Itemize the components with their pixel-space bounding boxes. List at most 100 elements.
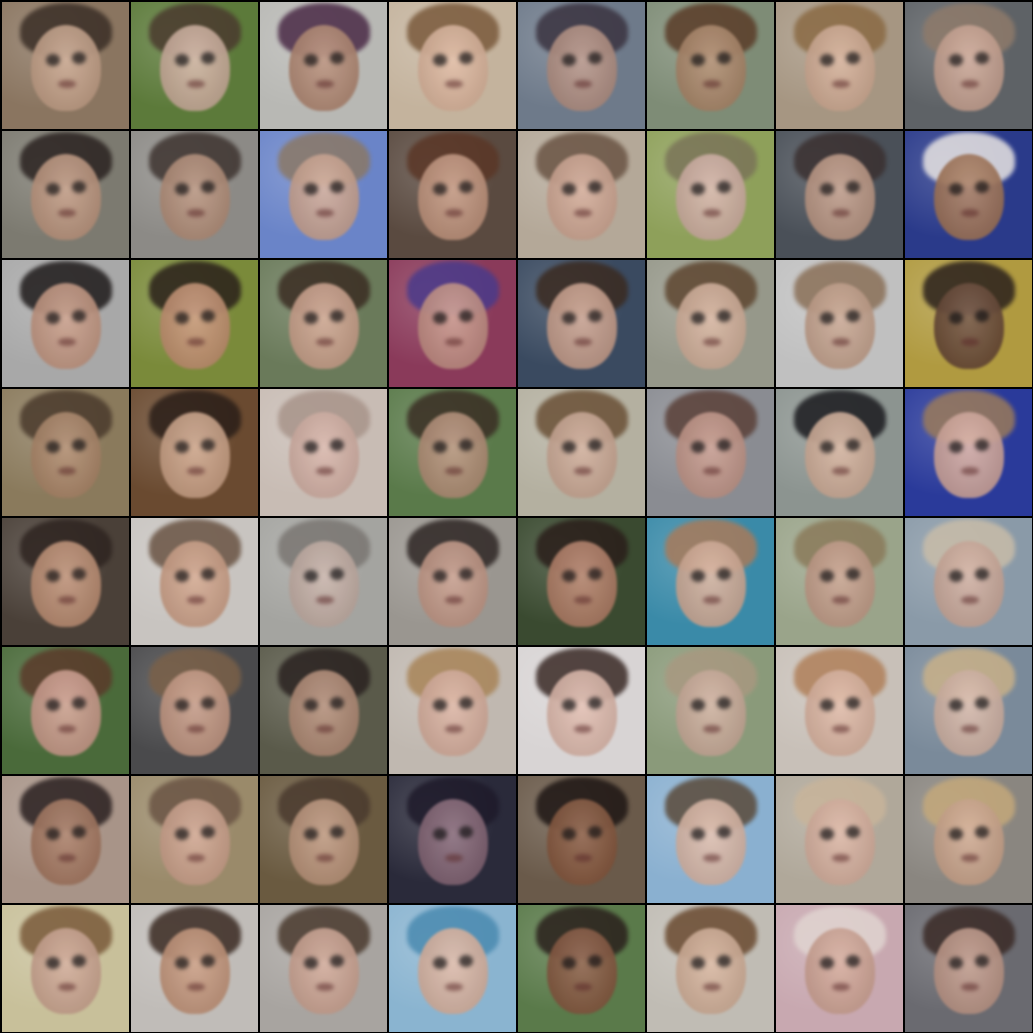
eye-smudge xyxy=(846,52,860,64)
mouth-smudge xyxy=(187,725,205,733)
eye-smudge xyxy=(846,439,860,451)
mouth-smudge xyxy=(961,596,979,604)
face-sample-tile xyxy=(2,776,129,903)
mouth-smudge xyxy=(58,725,76,733)
eye-smudge xyxy=(201,439,215,451)
face-sample-tile xyxy=(2,260,129,387)
face-region xyxy=(933,928,1004,1015)
eye-smudge xyxy=(433,828,447,840)
face-region xyxy=(30,283,101,370)
eye-smudge xyxy=(175,570,189,582)
face-region xyxy=(417,25,488,112)
eye-smudge xyxy=(459,52,473,64)
face-region xyxy=(159,928,230,1015)
eye-smudge xyxy=(820,441,834,453)
mouth-smudge xyxy=(187,338,205,346)
face-sample-tile xyxy=(260,647,387,774)
eye-smudge xyxy=(433,312,447,324)
eye-smudge xyxy=(975,697,989,709)
face-sample-tile xyxy=(647,518,774,645)
face-sample-tile xyxy=(389,647,516,774)
face-sample-tile xyxy=(131,2,258,129)
mouth-smudge xyxy=(187,467,205,475)
face-sample-tile xyxy=(905,518,1032,645)
eye-smudge xyxy=(717,826,731,838)
face-region xyxy=(933,541,1004,628)
face-sample-tile xyxy=(518,776,645,903)
eye-smudge xyxy=(330,568,344,580)
face-sample-tile xyxy=(905,260,1032,387)
mouth-smudge xyxy=(703,338,721,346)
mouth-smudge xyxy=(832,467,850,475)
face-region xyxy=(546,283,617,370)
face-region xyxy=(417,799,488,886)
face-region xyxy=(675,928,746,1015)
mouth-smudge xyxy=(574,596,592,604)
eye-smudge xyxy=(433,570,447,582)
eye-smudge xyxy=(175,828,189,840)
face-region xyxy=(933,283,1004,370)
face-region xyxy=(30,541,101,628)
eye-smudge xyxy=(975,181,989,193)
face-sample-tile xyxy=(389,905,516,1032)
eye-smudge xyxy=(201,697,215,709)
eye-smudge xyxy=(588,52,602,64)
mouth-smudge xyxy=(187,80,205,88)
eye-smudge xyxy=(588,826,602,838)
eye-smudge xyxy=(175,183,189,195)
face-sample-tile xyxy=(518,905,645,1032)
face-region xyxy=(288,799,359,886)
eye-smudge xyxy=(175,441,189,453)
face-sample-tile xyxy=(647,647,774,774)
mouth-smudge xyxy=(58,467,76,475)
eye-smudge xyxy=(717,52,731,64)
face-region xyxy=(288,283,359,370)
eye-smudge xyxy=(588,310,602,322)
face-region xyxy=(417,928,488,1015)
mouth-smudge xyxy=(961,209,979,217)
mouth-smudge xyxy=(187,854,205,862)
mouth-smudge xyxy=(703,80,721,88)
eye-smudge xyxy=(975,568,989,580)
face-region xyxy=(159,412,230,499)
eye-smudge xyxy=(46,828,60,840)
eye-smudge xyxy=(562,441,576,453)
mouth-smudge xyxy=(445,338,463,346)
eye-smudge xyxy=(459,310,473,322)
eye-smudge xyxy=(562,957,576,969)
mouth-smudge xyxy=(316,209,334,217)
face-region xyxy=(288,25,359,112)
eye-smudge xyxy=(562,54,576,66)
eye-smudge xyxy=(949,828,963,840)
mouth-smudge xyxy=(832,725,850,733)
eye-smudge xyxy=(975,955,989,967)
face-sample-tile xyxy=(776,389,903,516)
eye-smudge xyxy=(459,826,473,838)
face-region xyxy=(417,670,488,757)
face-region xyxy=(546,154,617,241)
face-region xyxy=(804,154,875,241)
face-sample-tile xyxy=(260,905,387,1032)
face-region xyxy=(804,670,875,757)
mouth-smudge xyxy=(187,596,205,604)
face-sample-tile xyxy=(905,776,1032,903)
eye-smudge xyxy=(330,955,344,967)
face-region xyxy=(159,799,230,886)
eye-smudge xyxy=(562,570,576,582)
eye-smudge xyxy=(304,699,318,711)
eye-smudge xyxy=(72,568,86,580)
face-sample-tile xyxy=(260,389,387,516)
face-sample-tile xyxy=(518,518,645,645)
face-sample-tile xyxy=(131,905,258,1032)
eye-smudge xyxy=(72,310,86,322)
eye-smudge xyxy=(846,310,860,322)
face-region xyxy=(159,25,230,112)
mouth-smudge xyxy=(445,725,463,733)
face-region xyxy=(804,928,875,1015)
face-sample-tile xyxy=(131,389,258,516)
eye-smudge xyxy=(201,826,215,838)
face-region xyxy=(804,283,875,370)
eye-smudge xyxy=(201,181,215,193)
face-region xyxy=(30,928,101,1015)
eye-smudge xyxy=(717,697,731,709)
